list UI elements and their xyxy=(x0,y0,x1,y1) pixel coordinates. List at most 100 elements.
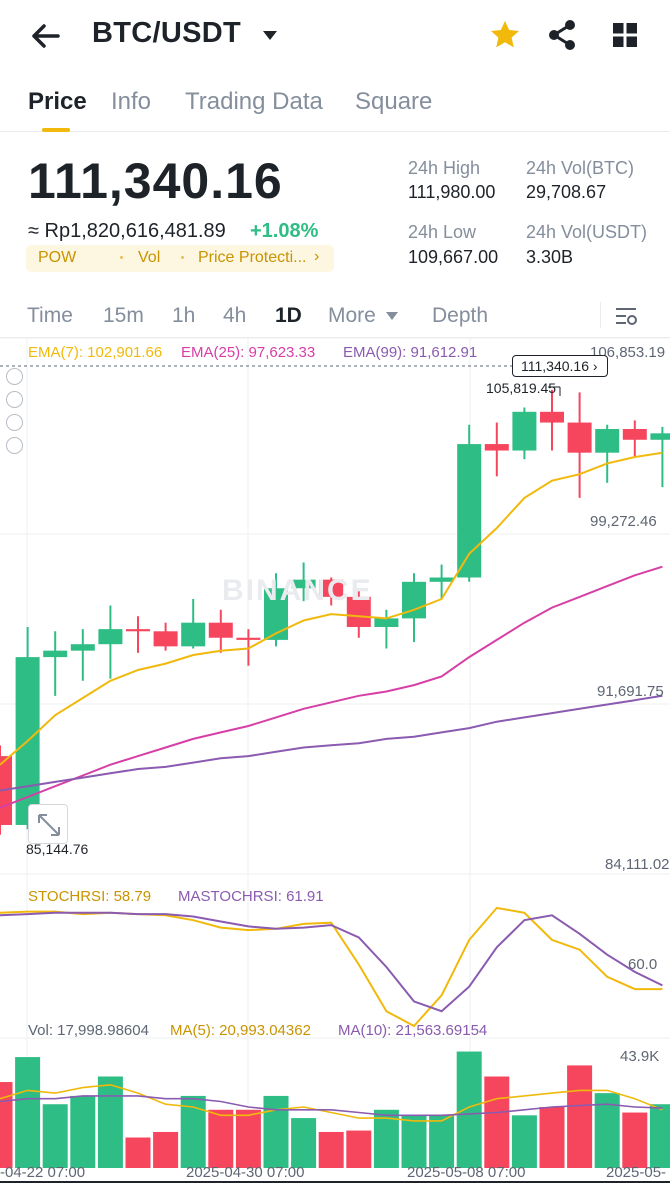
volume-bar xyxy=(346,1130,372,1168)
fiat-price: ≈ Rp1,820,616,481.89 xyxy=(28,220,226,242)
rsi-axis-label: 60.0 xyxy=(628,956,658,973)
chevron-right-icon[interactable]: › xyxy=(314,248,320,265)
expand-chart-button[interactable] xyxy=(28,804,68,844)
volume-bar xyxy=(456,1051,482,1168)
candle-body xyxy=(346,596,371,627)
volume-bar xyxy=(511,1115,537,1168)
last-price: 111,340.16 xyxy=(28,153,283,209)
tool-dot[interactable] xyxy=(6,437,23,454)
price-change: +1.08% xyxy=(250,220,319,242)
vol-axis-label: 43.9K xyxy=(620,1048,660,1065)
candle-body xyxy=(484,444,509,451)
vol-ma5-line xyxy=(0,1083,663,1122)
volume-bar xyxy=(70,1095,96,1168)
interval-1d[interactable]: 1D xyxy=(275,304,302,327)
interval-1h[interactable]: 1h xyxy=(172,304,196,327)
candle-body xyxy=(319,579,344,597)
vol-btc-label: 24h Vol(BTC) xyxy=(526,158,635,178)
drawing-tools xyxy=(6,368,24,460)
divider xyxy=(600,302,601,328)
y-axis-label: 84,111.02 xyxy=(605,856,670,873)
ema99-legend: EMA(99): 91,612.91 xyxy=(343,344,478,361)
stochrsi-legend: STOCHRSI: 58.79 xyxy=(28,888,152,905)
pair-title[interactable]: BTC/USDT xyxy=(92,17,241,49)
volume-bar xyxy=(0,1082,13,1168)
vol-ma10-legend: MA(10): 21,563.69154 xyxy=(338,1022,488,1039)
mastochrsi-legend: MASTOCHRSI: 61.91 xyxy=(178,888,324,905)
volume-bar xyxy=(15,1057,41,1168)
tab-square[interactable]: Square xyxy=(355,88,433,115)
interval-15m[interactable]: 15m xyxy=(103,304,144,327)
candle-body xyxy=(512,411,537,451)
interval-time[interactable]: Time xyxy=(27,304,73,327)
candle-body xyxy=(540,411,564,423)
interval-4h[interactable]: 4h xyxy=(223,304,247,327)
tab-info[interactable]: Info xyxy=(111,88,152,115)
candle-body xyxy=(181,622,206,647)
candle-body xyxy=(236,637,261,640)
ema7-line xyxy=(0,451,663,766)
volume-bar xyxy=(622,1112,648,1168)
volume-bar xyxy=(42,1104,68,1168)
interval-more[interactable]: More xyxy=(328,304,376,327)
volume-bar xyxy=(539,1107,565,1168)
tag-vol[interactable]: Vol xyxy=(138,249,161,266)
volume-bar xyxy=(235,1109,261,1168)
y-axis-label: 99,272.46 xyxy=(590,513,657,530)
volume-bar xyxy=(429,1115,455,1168)
share-icon[interactable] xyxy=(546,18,578,52)
chart-settings-icon[interactable] xyxy=(614,304,638,328)
grid-icon[interactable] xyxy=(610,20,640,50)
tag-pow[interactable]: POW xyxy=(38,249,77,266)
candlestick-chart[interactable] xyxy=(0,338,670,1188)
vol-ma5-legend: MA(5): 20,993.04362 xyxy=(170,1022,311,1039)
tag-bar[interactable]: POW Vol Price Protecti... › xyxy=(26,245,334,272)
candle-body xyxy=(98,629,123,645)
star-icon[interactable] xyxy=(488,18,522,52)
candle-body xyxy=(126,629,150,632)
ema99-line xyxy=(0,694,663,792)
back-arrow-icon[interactable] xyxy=(26,16,66,56)
expand-icon xyxy=(38,814,60,836)
volume-bar xyxy=(401,1115,427,1168)
candle-body xyxy=(650,433,670,440)
candle-body xyxy=(457,444,482,578)
period-high-label: 105,819.45 xyxy=(486,380,557,396)
ema25-line xyxy=(0,565,663,809)
volume-bar xyxy=(208,1109,234,1168)
volume-bar xyxy=(649,1104,670,1168)
tab-trading-data[interactable]: Trading Data xyxy=(185,88,323,115)
candle-body xyxy=(153,631,178,647)
period-low-label: 85,144.76 xyxy=(26,841,89,857)
top-bar: BTC/USDT xyxy=(0,0,670,70)
vol-btc-value: 29,708.67 xyxy=(526,182,607,202)
tool-dot[interactable] xyxy=(6,391,23,408)
candle-body xyxy=(374,618,399,627)
interval-depth[interactable]: Depth xyxy=(432,304,489,327)
ema25-legend: EMA(25): 97,623.33 xyxy=(181,344,316,361)
high-value: 111,980.00 xyxy=(408,182,496,202)
volume-bar xyxy=(153,1131,179,1168)
candle-body xyxy=(264,588,288,640)
candle-body xyxy=(567,422,592,453)
volume-bar xyxy=(567,1065,593,1168)
watermark-logo: BINANCE xyxy=(222,574,373,607)
high-label: 24h High xyxy=(408,158,481,178)
tool-dot[interactable] xyxy=(6,368,23,385)
tool-dot[interactable] xyxy=(6,414,23,431)
chart-area[interactable]: BINANCE EMA(7): 102,901.66 EMA(25): 97,6… xyxy=(0,338,670,1188)
tab-price[interactable]: Price xyxy=(28,88,87,115)
vol-usdt-value: 3.30B xyxy=(526,247,574,267)
mastochrsi-line xyxy=(0,911,663,1013)
volume-bar xyxy=(291,1118,317,1168)
volume-bar xyxy=(180,1095,206,1168)
tag-price-protection[interactable]: Price Protecti... xyxy=(198,249,307,266)
y-axis-label: 91,691.75 xyxy=(597,683,664,700)
caret-down-icon[interactable] xyxy=(386,312,398,320)
current-price-tag[interactable]: 111,340.16 › xyxy=(512,355,608,377)
caret-down-icon[interactable] xyxy=(260,25,280,45)
volume-bar xyxy=(97,1076,123,1168)
interval-bar: Time 15m 1h 4h 1D More Depth xyxy=(0,292,670,338)
current-price-value: 111,340.16 xyxy=(521,358,589,374)
tab-bar: Price Info Trading Data Square xyxy=(0,76,670,132)
